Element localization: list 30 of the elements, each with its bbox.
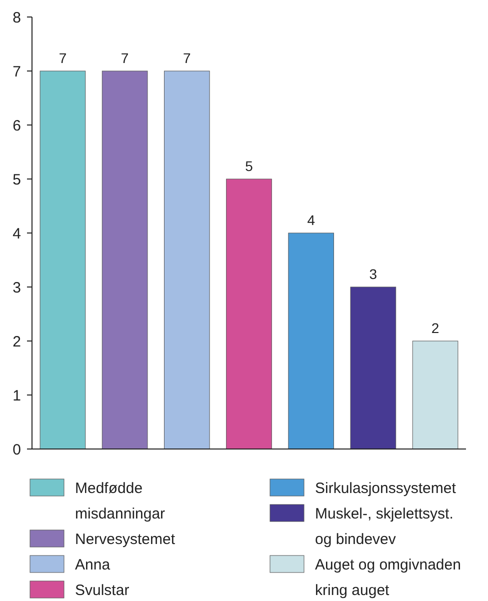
y-tick-label: 8 <box>12 9 21 26</box>
data-label: 5 <box>245 158 254 174</box>
y-tick-label: 3 <box>12 279 21 296</box>
bar <box>102 70 148 450</box>
legend-label: Nervesystemet <box>75 531 176 548</box>
data-label: 7 <box>183 50 192 66</box>
legend-label: Anna <box>75 556 111 574</box>
bar <box>288 232 334 450</box>
bar <box>40 70 86 450</box>
legend-label: Muskel-, skjelettsyst. og bindevev <box>315 506 454 548</box>
y-tick-label: 1 <box>12 387 21 404</box>
bar <box>226 178 272 450</box>
legend-label: Sirkulasjonssystemet <box>315 480 457 497</box>
legend-label: Medfødde misdanningar <box>75 480 166 522</box>
bar <box>164 70 210 450</box>
y-tick-label: 2 <box>12 333 21 350</box>
bar <box>412 340 458 450</box>
y-tick-label: 0 <box>12 441 21 458</box>
legend-label: Auget og omgivnaden kring auget <box>315 556 461 599</box>
data-label: 7 <box>58 50 67 66</box>
y-tick-label: 5 <box>12 171 21 188</box>
data-label: 3 <box>369 266 378 282</box>
y-tick-label: 7 <box>12 63 21 80</box>
data-label: 2 <box>431 320 440 336</box>
y-tick-label: 6 <box>12 117 21 134</box>
y-tick-label: 4 <box>12 225 21 242</box>
data-label: 4 <box>307 212 316 228</box>
data-label: 7 <box>120 50 129 66</box>
bar <box>350 286 396 450</box>
legend-label: Svulstar <box>75 582 130 599</box>
